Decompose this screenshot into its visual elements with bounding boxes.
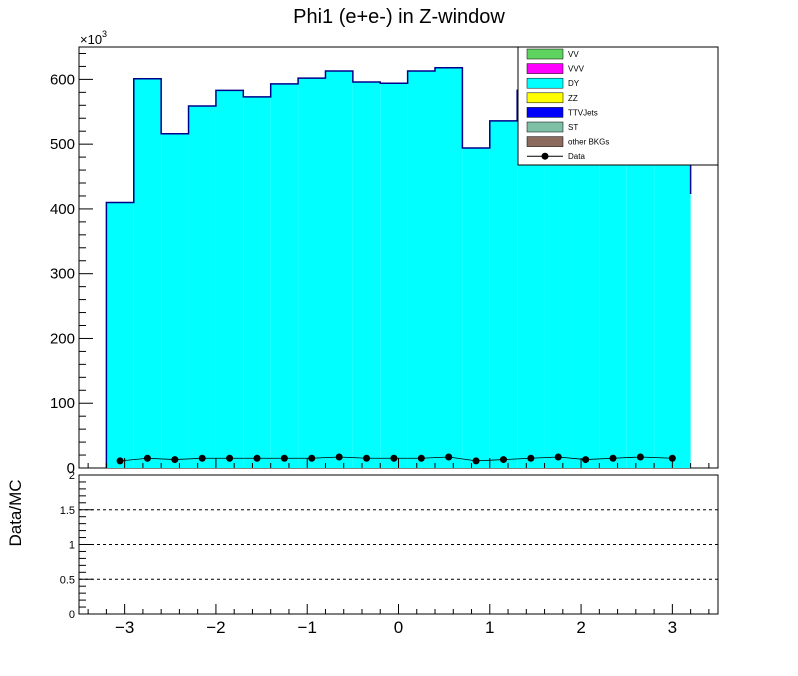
data-point (116, 457, 124, 465)
legend-swatch (526, 136, 564, 147)
chart-title: Phi1 (e+e-) in Z-window (293, 6, 505, 28)
ratio-x-axis: −3 −2 −1 0 1 2 3 (87, 604, 710, 637)
data-point (499, 456, 507, 464)
y-tick-label: 500 (50, 136, 75, 153)
y-tick-label: 0 (67, 460, 75, 477)
ratio-y-tick-label: 1 (69, 540, 75, 552)
bar-dy (188, 105, 216, 468)
legend-label: VV (568, 50, 579, 59)
bar-dy (106, 202, 134, 468)
bar-dy (435, 67, 463, 469)
legend-swatch (526, 121, 564, 133)
data-point (171, 456, 179, 464)
data-point (472, 457, 480, 465)
x-tick-label: 0 (394, 618, 403, 637)
ratio-y-tick-label: 0.5 (60, 574, 75, 586)
histogram-bars (105, 66, 692, 469)
bar-dy (161, 133, 189, 468)
y-exponent: 3 (102, 29, 107, 39)
data-point (198, 454, 206, 462)
bar-dy (654, 118, 691, 468)
legend-label: ST (568, 123, 578, 132)
y-tick-label: 600 (50, 71, 75, 88)
bar-dy (215, 90, 244, 468)
legend-label: TTVJets (568, 108, 598, 117)
bar-dy (270, 83, 299, 469)
data-point (609, 454, 617, 462)
data-points (116, 453, 676, 465)
top-y-axis: 0 100 200 300 400 500 600 (50, 52, 93, 477)
legend-swatch (526, 77, 564, 89)
legend-swatch (526, 92, 564, 104)
ratio-reference-lines (79, 509, 718, 580)
data-point (554, 453, 562, 461)
data-point (417, 454, 425, 462)
bar-dy (325, 70, 353, 469)
legend-swatch (526, 48, 564, 60)
legend-swatch (526, 63, 564, 74)
ratio-y-tick-label: 2 (69, 470, 75, 482)
bar-dy (352, 81, 381, 468)
legend-label: DY (568, 79, 580, 88)
ratio-y-tick-label: 0 (69, 609, 75, 621)
x-tick-label: 2 (576, 618, 585, 637)
data-point (308, 454, 316, 462)
data-point (445, 453, 453, 461)
data-point (280, 454, 288, 462)
bar-dy (133, 78, 162, 468)
ratio-y-tick-label: 1.5 (60, 505, 75, 517)
bar-dy (462, 148, 490, 469)
bar-dy (243, 96, 271, 468)
legend-data-marker (541, 152, 549, 160)
legend-label: Data (568, 152, 585, 161)
ratio-y-axis: 0 0.5 1 1.5 2 (60, 470, 93, 621)
ratio-y-label: Data/MC (6, 479, 25, 546)
legend-label: other BKGs (568, 138, 609, 147)
data-point (636, 453, 644, 461)
data-point (143, 454, 151, 462)
x-tick-label: −2 (206, 618, 225, 637)
data-point (582, 456, 590, 464)
ratio-panel: 0 0.5 1 1.5 2 −3 −2 −1 0 1 2 3 Data/MC (6, 470, 719, 637)
bar-dy (489, 120, 518, 469)
data-point (363, 454, 371, 462)
top-x-ticks (87, 458, 710, 468)
bar-dy (380, 83, 408, 469)
data-point (527, 454, 535, 462)
x-tick-label: 1 (485, 618, 494, 637)
legend-label: VVV (568, 65, 585, 74)
legend-label: ZZ (568, 94, 578, 103)
y-tick-label: 400 (50, 201, 75, 218)
data-point (253, 454, 261, 462)
x-tick-label: 3 (668, 618, 677, 637)
bar-dy (298, 78, 326, 468)
legend-swatch (526, 107, 564, 118)
data-point (390, 454, 398, 462)
x-tick-label: −3 (115, 618, 134, 637)
y-exponent-label: ×10 (80, 32, 102, 47)
y-tick-label: 200 (50, 330, 75, 347)
data-point (335, 453, 343, 461)
x-tick-label: −1 (298, 618, 317, 637)
y-tick-label: 300 (50, 266, 75, 283)
data-point (226, 454, 234, 462)
y-tick-label: 100 (50, 395, 75, 412)
bar-dy (407, 70, 436, 469)
